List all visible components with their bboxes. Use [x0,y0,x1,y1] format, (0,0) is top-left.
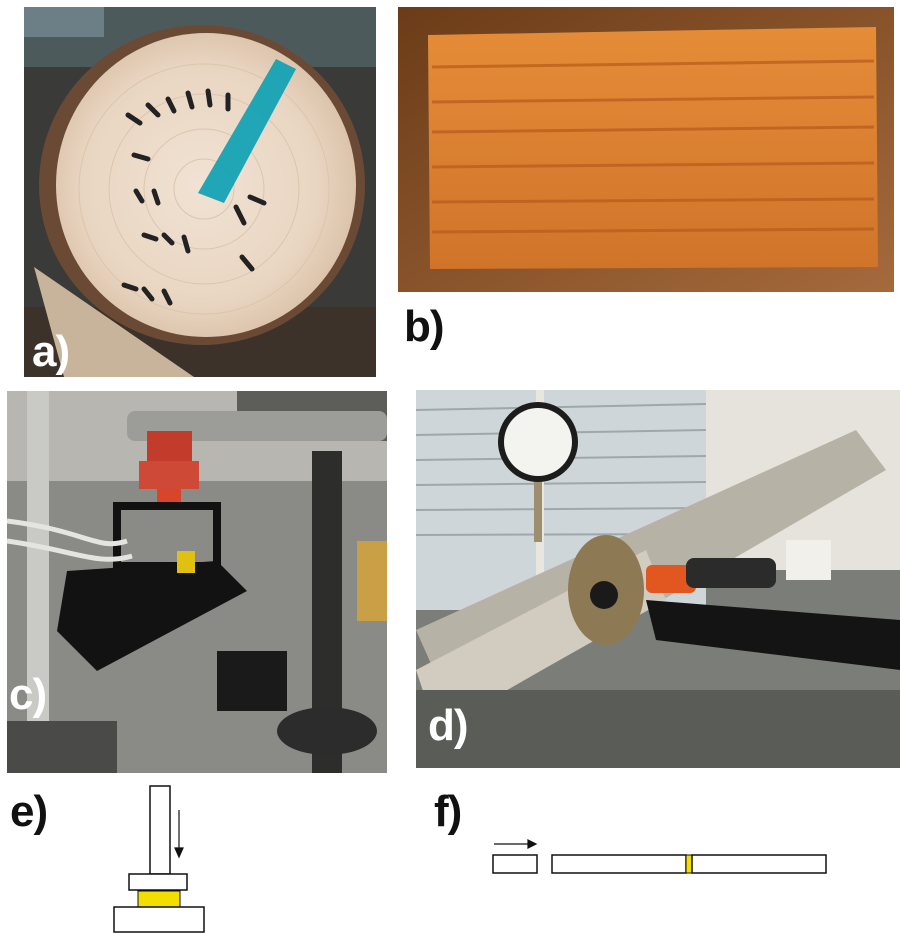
panel-label-c: c) [9,670,47,719]
specimen [137,890,181,908]
bar-specimen [685,854,693,874]
panel-label-f: f) [434,787,462,836]
plunger-rod [149,785,171,875]
photo-panel-d: d) [416,390,900,768]
plunger-head [128,873,188,891]
photo-panel-c: c) [7,391,387,773]
compression-rig-image [7,391,387,773]
panel-label-a: a) [32,327,70,376]
wood-block-image [398,7,894,292]
impact-arrow-icon [494,839,538,849]
panel-label-b: b) [404,302,445,351]
panel-label-e: e) [10,787,48,836]
pressure-tube-image [416,390,900,768]
base-plate [113,906,205,933]
log-cross-section-image [24,7,376,377]
striker-bar [492,854,538,874]
compression-schematic [113,785,205,933]
bar-impact-schematic [492,839,827,874]
load-arrow-icon [174,810,184,859]
incident-bar [551,854,687,874]
photo-panel-a: a) [24,7,376,377]
panel-label-d: d) [428,701,469,750]
transmission-bar [691,854,827,874]
photo-panel-b [398,7,894,292]
